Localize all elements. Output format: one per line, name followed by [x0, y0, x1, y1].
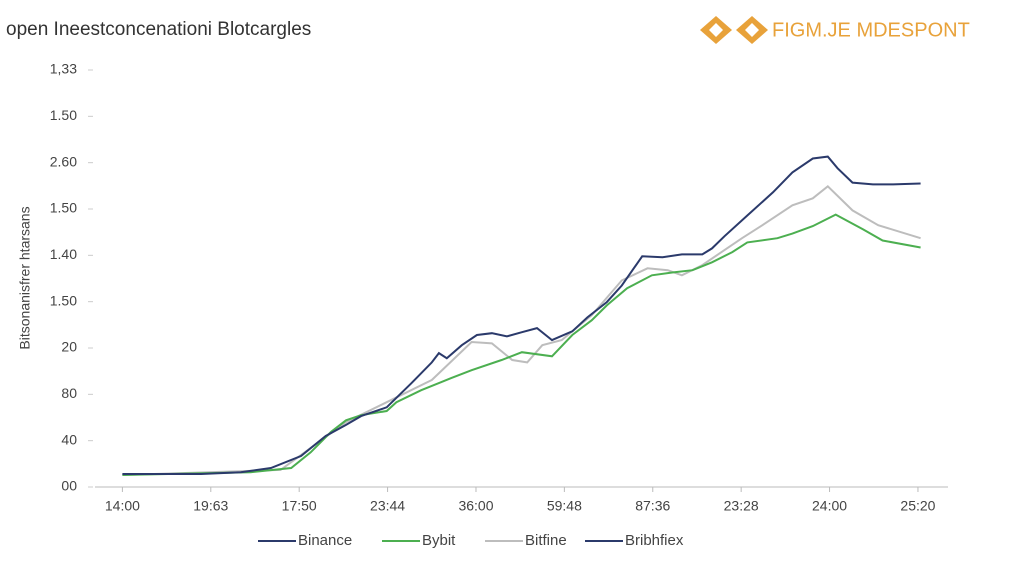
y-tick-label: 1.50	[50, 107, 77, 123]
brand-name: FIGM.JE MDESPONT	[772, 19, 970, 41]
y-tick-label: 00	[61, 478, 77, 494]
legend-label: Bitfine	[525, 532, 567, 549]
x-tick-label: 14:00	[105, 498, 140, 514]
series-line	[122, 155, 921, 475]
y-tick-label: 1.40	[50, 246, 77, 262]
x-tick-label: 24:00	[812, 498, 847, 514]
legend-label: Bribhfiex	[625, 532, 684, 549]
y-tick-label: 80	[61, 385, 77, 401]
series-line	[122, 213, 921, 476]
x-tick-label: 59:48	[547, 498, 582, 514]
series-line	[122, 184, 921, 476]
x-tick-label: 36:00	[458, 498, 493, 514]
x-tick-label: 23:44	[370, 498, 405, 514]
y-tick-label: 1,33	[50, 61, 77, 77]
legend-label: Binance	[298, 532, 352, 549]
y-tick-label: 1.50	[50, 200, 77, 216]
y-axis-label: Bitsonanisfrer htarsans	[17, 206, 33, 349]
x-tick-label: 25:20	[900, 498, 935, 514]
y-tick-label: 2.60	[50, 153, 77, 169]
legend-label: Bybit	[422, 532, 456, 549]
x-tick-label: 87:36	[635, 498, 670, 514]
brand-logo	[700, 16, 768, 44]
y-tick-label: 20	[61, 339, 77, 355]
y-tick-label: 40	[61, 431, 77, 447]
x-tick-label: 17:50	[282, 498, 317, 514]
chart-title: open Ineestconcenationi Blotcargles	[6, 19, 311, 40]
y-tick-label: 1.50	[50, 292, 77, 308]
x-tick-label: 19:63	[193, 498, 228, 514]
x-tick-label: 23:28	[724, 498, 759, 514]
